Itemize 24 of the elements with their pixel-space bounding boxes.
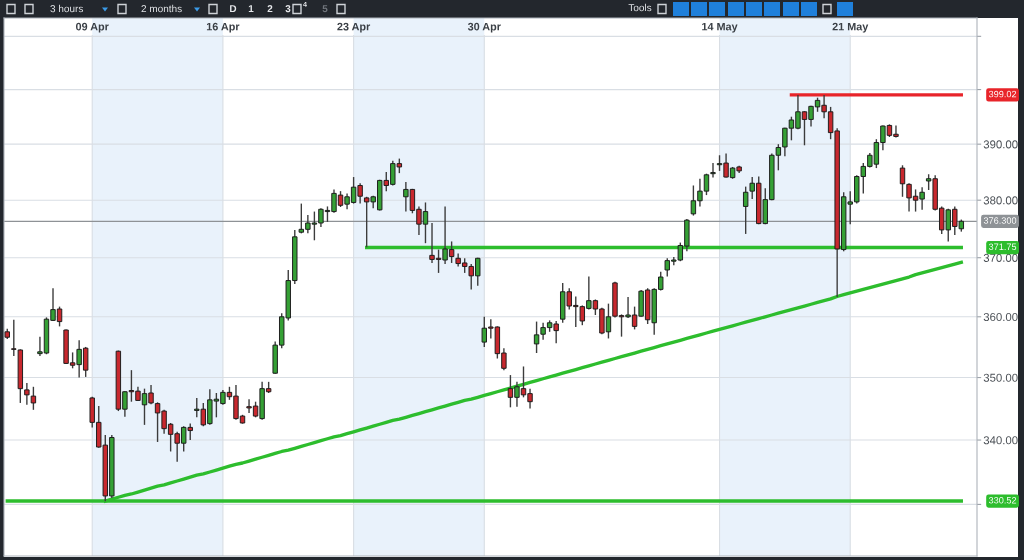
x-tick-label: 23 Apr bbox=[337, 22, 371, 33]
text: 3 bbox=[285, 5, 291, 13]
x-tick-label: 16 Apr bbox=[206, 22, 240, 33]
x-tick-label: 14 May bbox=[702, 22, 738, 33]
text: 371.75 bbox=[988, 243, 1017, 250]
ref-line-label: 376.300 bbox=[983, 217, 1017, 224]
y-tick-label: 340.00 bbox=[983, 436, 1018, 445]
y-tick-label: 360.00 bbox=[983, 312, 1018, 322]
y-tick-label: 350.00 bbox=[983, 373, 1018, 382]
y-tick-label: 380.00 bbox=[983, 196, 1018, 205]
text: D bbox=[230, 5, 237, 13]
text: 5 bbox=[322, 5, 328, 13]
text: 399.02 bbox=[988, 90, 1017, 98]
text: 330.52 bbox=[988, 496, 1017, 504]
text: Tools bbox=[628, 3, 652, 12]
x-tick-label: 30 Apr bbox=[467, 22, 501, 33]
text: 3 hours bbox=[50, 4, 83, 13]
text: 1 bbox=[248, 5, 254, 13]
y-tick-label: 370.00 bbox=[983, 253, 1018, 262]
text: 2 bbox=[267, 5, 273, 13]
y-tick-label: 390.00 bbox=[983, 140, 1018, 149]
x-tick-label: 21 May bbox=[832, 22, 869, 33]
x-tick-label: 09 Apr bbox=[75, 22, 109, 33]
text: 2 months bbox=[141, 4, 182, 13]
